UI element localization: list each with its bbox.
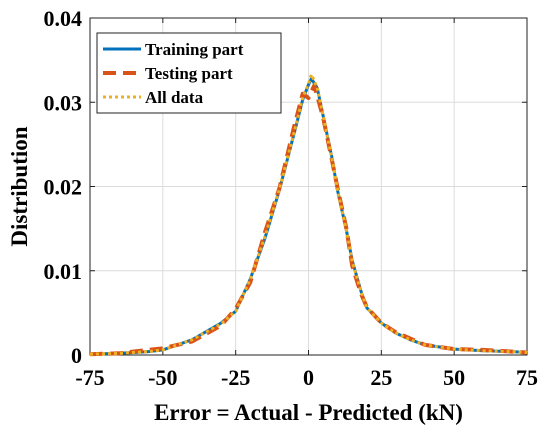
x-tick-label: -50 — [148, 365, 177, 390]
y-tick-label: 0.03 — [44, 90, 83, 115]
x-tick-label: 75 — [516, 365, 538, 390]
y-tick-label: 0 — [71, 343, 82, 368]
x-tick-label: -25 — [221, 365, 250, 390]
x-tick-label: 0 — [303, 365, 314, 390]
y-tick-label: 0.01 — [44, 259, 83, 284]
x-tick-label: 25 — [370, 365, 392, 390]
y-axis-label: Distribution — [7, 126, 32, 246]
y-tick-label: 0.04 — [44, 6, 83, 31]
legend-label: Training part — [145, 40, 244, 59]
legend: Training part Testing part All data — [96, 32, 282, 114]
x-tick-label: -75 — [75, 365, 104, 390]
legend-label: Testing part — [145, 64, 233, 83]
series-lines — [89, 72, 528, 357]
x-axis-label: Error = Actual - Predicted (kN) — [154, 400, 463, 425]
series-line-all-data — [89, 72, 528, 356]
x-tick-label: 50 — [443, 365, 465, 390]
y-tick-label: 0.02 — [44, 175, 83, 200]
axis-ticks: -75 -50 -25 0 25 50 75 0 0.01 0.02 0.03 0.04 — [44, 6, 539, 390]
legend-label: All data — [145, 88, 204, 107]
